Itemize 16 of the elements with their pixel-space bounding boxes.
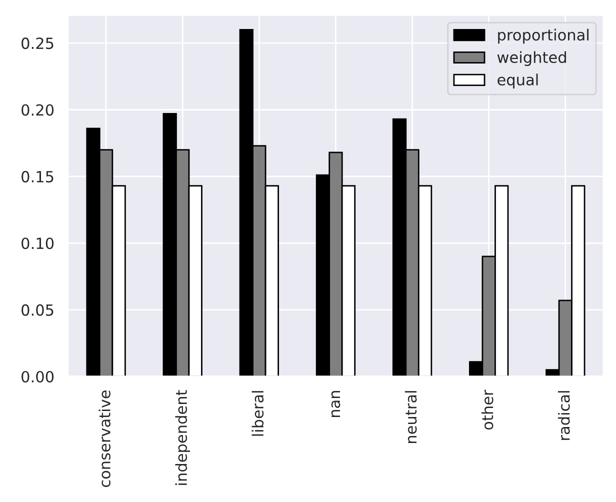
x-tick-label: nan [331,390,340,418]
legend-label: weighted [497,51,566,66]
y-tick-label: 0.25 [22,38,54,50]
legend-label: proportional [498,28,588,44]
y-tick-label: 0.20 [22,104,54,116]
x-tick-label: radical [558,391,570,440]
x-tick-label: conservative [98,390,110,488]
x-tick-label: independent [175,390,190,485]
y-tick-label: 0.05 [22,304,54,316]
y-tick-label: 0.15 [22,170,54,182]
x-tick-label: other [481,390,494,430]
x-tick-label: liberal [252,391,264,436]
y-tick-label: 0.10 [22,238,54,250]
y-tick-label: 0.00 [22,370,54,383]
legend-label: equal [498,74,538,88]
x-tick-label: neutral [404,391,417,443]
